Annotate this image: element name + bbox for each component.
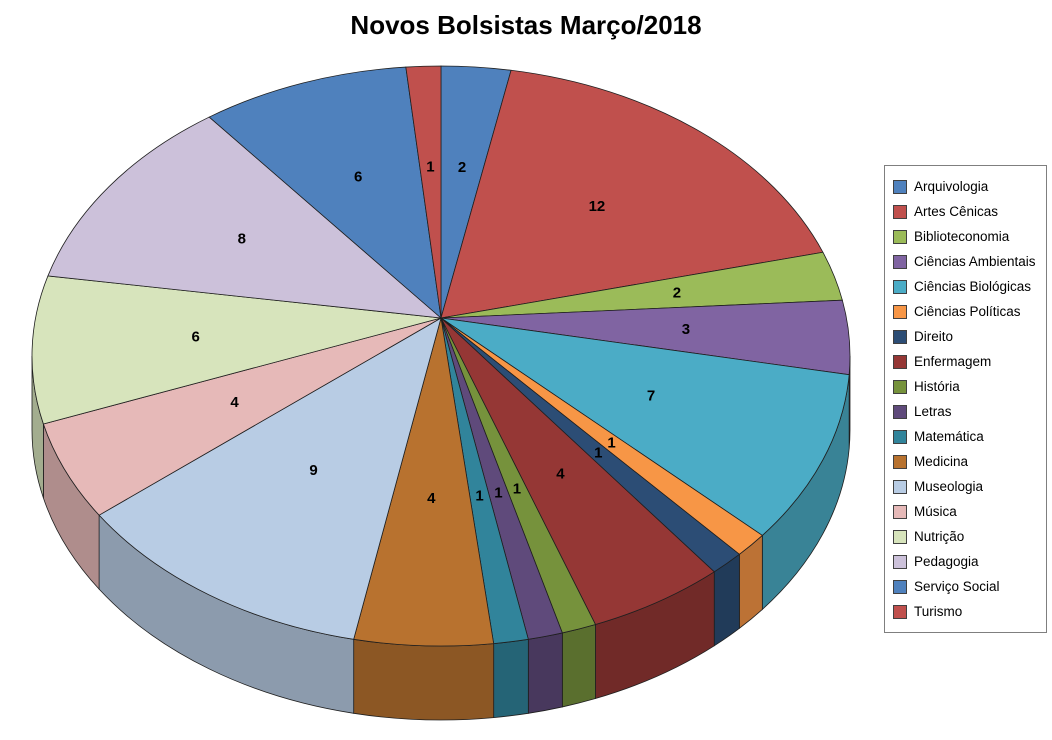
legend-swatch-biblioteconomia [893,229,907,244]
legend-label-pedagogia: Pedagogia [914,554,979,569]
legend: Arquivologia Artes Cênicas Biblioteconomia… [884,165,1047,633]
legend-item-ciencias-ambientais[interactable]: Ciências Ambientais [893,249,1038,274]
chart-title: Novos Bolsistas Março/2018 [350,10,702,40]
pie-slice-museologia[interactable] [98,317,442,640]
legend-swatch-musica [893,504,907,519]
legend-label-museologia: Museologia [914,479,984,494]
legend-label-ciencias-ambientais: Ciências Ambientais [914,254,1036,269]
legend-swatch-servico-social [893,579,907,594]
legend-item-artes-cenicas[interactable]: Artes Cênicas [893,199,1038,224]
legend-swatch-turismo [893,604,907,619]
legend-label-enfermagem: Enfermagem [914,354,992,369]
legend-label-artes-cenicas: Artes Cênicas [914,204,999,219]
legend-label-musica: Música [914,504,957,519]
pie-slice-nutricao[interactable] [31,275,442,425]
legend-item-nutricao[interactable]: Nutrição [893,524,1038,549]
legend-label-servico-social: Serviço Social [914,579,1000,594]
legend-swatch-pedagogia [893,554,907,569]
data-label-medicina: 4 [427,490,436,507]
pie-slice-servico-social[interactable] [208,66,442,320]
legend-label-ciencias-biologicas: Ciências Biológicas [914,279,1032,294]
data-label-ciencias-ambientais: 3 [682,321,690,338]
legend-label-medicina: Medicina [914,454,969,469]
legend-label-arquivologia: Arquivologia [914,179,989,194]
legend-item-arquivologia[interactable]: Arquivologia [893,174,1038,199]
data-label-matematica: 1 [475,488,483,505]
data-label-musica: 4 [230,394,239,411]
legend-label-turismo: Turismo [914,604,963,619]
legend-swatch-enfermagem [893,354,907,369]
legend-item-matematica[interactable]: Matemática [893,424,1038,449]
legend-item-enfermagem[interactable]: Enfermagem [893,349,1038,374]
legend-swatch-ciencias-politicas [893,304,907,319]
legend-swatch-museologia [893,479,907,494]
legend-item-medicina[interactable]: Medicina [893,449,1038,474]
pie-slice-medicina[interactable] [353,317,495,647]
legend-item-letras[interactable]: Letras [893,399,1038,424]
legend-swatch-artes-cenicas [893,204,907,219]
data-label-historia: 1 [513,481,521,498]
pie-slice-pedagogia[interactable] [47,116,443,319]
data-label-servico-social: 6 [354,169,362,186]
data-label-enfermagem: 4 [556,466,565,483]
data-label-nutricao: 6 [191,329,199,346]
data-label-ciencias-biologicas: 7 [647,387,655,404]
pie-slice-ciencias-biologicas[interactable] [440,317,850,536]
pie-slice-side-historia [561,623,596,708]
pie-slice-turismo[interactable] [405,65,442,319]
data-label-ciencias-politicas: 1 [607,434,615,451]
legend-swatch-nutricao [893,529,907,544]
data-label-museologia: 9 [309,462,317,479]
legend-item-direito[interactable]: Direito [893,324,1038,349]
data-label-biblioteconomia: 2 [673,284,681,301]
legend-item-musica[interactable]: Música [893,499,1038,524]
legend-item-servico-social[interactable]: Serviço Social [893,574,1038,599]
legend-label-historia: História [914,379,960,394]
data-label-pedagogia: 8 [238,231,246,248]
legend-item-ciencias-politicas[interactable]: Ciências Políticas [893,299,1038,324]
legend-swatch-matematica [893,429,907,444]
legend-item-ciencias-biologicas[interactable]: Ciências Biológicas [893,274,1038,299]
legend-swatch-direito [893,329,907,344]
pie-slice-side-medicina [353,638,495,721]
legend-item-pedagogia[interactable]: Pedagogia [893,549,1038,574]
data-label-artes-cenicas: 12 [589,198,606,215]
legend-swatch-arquivologia [893,179,907,194]
legend-items: Arquivologia Artes Cênicas Biblioteconomia… [893,174,1038,624]
pie-slice-enfermagem[interactable] [440,317,715,625]
legend-swatch-ciencias-ambientais [893,254,907,269]
pie-slice-side-matematica [493,638,529,719]
legend-swatch-historia [893,379,907,394]
data-label-arquivologia: 2 [458,159,466,176]
pie-slice-side-letras [527,632,563,714]
legend-item-turismo[interactable]: Turismo [893,599,1038,624]
legend-label-matematica: Matemática [914,429,984,444]
data-label-direito: 1 [594,444,602,461]
legend-label-nutricao: Nutrição [914,529,965,544]
legend-swatch-ciencias-biologicas [893,279,907,294]
legend-label-direito: Direito [914,329,954,344]
data-label-letras: 1 [494,485,502,502]
pie-slice-musica[interactable] [42,317,442,516]
legend-label-biblioteconomia: Biblioteconomia [914,229,1010,244]
legend-label-letras: Letras [914,404,952,419]
legend-item-biblioteconomia[interactable]: Biblioteconomia [893,224,1038,249]
pie-slice-artes-cenicas[interactable] [440,69,824,319]
legend-item-museologia[interactable]: Museologia [893,474,1038,499]
legend-label-ciencias-politicas: Ciências Políticas [914,304,1021,319]
legend-item-historia[interactable]: História [893,374,1038,399]
data-label-turismo: 1 [426,158,434,175]
legend-swatch-medicina [893,454,907,469]
legend-swatch-letras [893,404,907,419]
